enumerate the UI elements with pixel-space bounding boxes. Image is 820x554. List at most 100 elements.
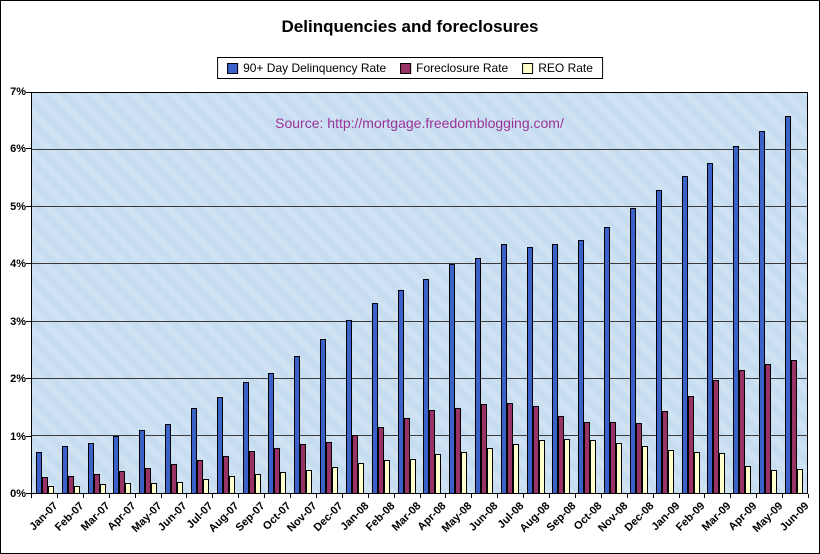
bar: [449, 264, 456, 493]
bar: [171, 464, 178, 493]
gridline: [32, 149, 807, 151]
bar: [486, 448, 493, 493]
bar: [635, 423, 642, 493]
bar: [610, 421, 617, 493]
bar: [435, 454, 442, 493]
y-axis-tick: [26, 148, 31, 149]
bar: [423, 278, 430, 493]
bar-group: [600, 93, 626, 493]
bar-group: [574, 93, 600, 493]
bar: [196, 459, 203, 493]
y-axis-tick: [26, 436, 31, 437]
bars: [32, 93, 807, 493]
x-axis-tick: [109, 494, 110, 498]
x-axis-tick: [31, 494, 32, 498]
source-annotation: Source: http://mortgage.freedomblogging.…: [275, 115, 564, 131]
x-axis-tick: [782, 494, 783, 498]
legend-label: REO Rate: [538, 61, 593, 75]
bar: [119, 471, 126, 493]
legend-swatch: [227, 62, 239, 74]
bar: [661, 411, 668, 493]
bar: [280, 471, 287, 493]
bar: [99, 484, 106, 493]
bar-group: [368, 93, 394, 493]
y-tick-label: 6%: [10, 143, 26, 156]
bar: [480, 404, 487, 493]
x-axis-tick: [575, 494, 576, 498]
bar: [526, 247, 533, 493]
bar: [357, 463, 364, 493]
x-axis-tick: [808, 494, 809, 498]
bar: [254, 474, 261, 493]
bar: [61, 446, 68, 493]
bar: [719, 453, 726, 493]
y-tick-label: 3%: [10, 315, 26, 328]
bar: [538, 439, 545, 493]
bar: [320, 338, 327, 493]
x-axis-tick: [627, 494, 628, 498]
x-axis-tick: [186, 494, 187, 498]
bar: [641, 446, 648, 493]
x-axis-tick: [264, 494, 265, 498]
legend-label: 90+ Day Delinquency Rate: [243, 61, 387, 75]
bar: [790, 360, 797, 493]
bar: [455, 408, 462, 493]
chart-title: Delinquencies and foreclosures: [281, 17, 539, 36]
bar: [306, 470, 313, 493]
bar: [222, 455, 229, 493]
bar: [771, 470, 778, 493]
gridline: [32, 263, 807, 265]
bar: [713, 379, 720, 493]
x-axis-tick: [756, 494, 757, 498]
bar: [629, 208, 636, 493]
bar: [35, 451, 42, 493]
x-tick-label: Jun-08: [467, 500, 501, 534]
bar: [145, 468, 152, 493]
bar: [93, 474, 100, 493]
bar: [667, 450, 674, 493]
legend-item: REO Rate: [522, 61, 593, 75]
bar: [216, 397, 223, 493]
bar-group: [471, 93, 497, 493]
bar-group: [58, 93, 84, 493]
bar-group: [316, 93, 342, 493]
bar: [429, 410, 436, 493]
bar: [564, 438, 571, 493]
y-axis-tick: [26, 321, 31, 322]
y-axis-tick: [26, 263, 31, 264]
bar: [745, 465, 752, 493]
bar: [47, 486, 54, 493]
y-axis-tick: [26, 493, 31, 494]
bar-group: [394, 93, 420, 493]
bar-group: [239, 93, 265, 493]
bar: [371, 303, 378, 493]
bar-group: [264, 93, 290, 493]
y-tick-label: 5%: [10, 200, 26, 213]
bar: [590, 440, 597, 493]
bar: [274, 448, 281, 493]
bar-group: [109, 93, 135, 493]
bar: [506, 403, 513, 493]
bar: [397, 290, 404, 493]
bar: [558, 415, 565, 493]
bar: [403, 417, 410, 493]
x-axis-tick: [342, 494, 343, 498]
bar-group: [161, 93, 187, 493]
legend-label: Foreclosure Rate: [416, 61, 509, 75]
bar-group: [290, 93, 316, 493]
x-axis-tick: [316, 494, 317, 498]
x-axis-tick: [730, 494, 731, 498]
bar: [332, 467, 339, 493]
legend: 90+ Day Delinquency Rate Foreclosure Rate…: [217, 57, 603, 79]
bar: [248, 451, 255, 493]
y-axis-tick: [26, 92, 31, 93]
bar-group: [652, 93, 678, 493]
gridline: [32, 206, 807, 208]
bar-group: [755, 93, 781, 493]
gridlines: [32, 93, 807, 493]
bar: [532, 405, 539, 493]
bar-group: [32, 93, 58, 493]
y-tick-label: 4%: [10, 258, 26, 271]
bar-group: [626, 93, 652, 493]
